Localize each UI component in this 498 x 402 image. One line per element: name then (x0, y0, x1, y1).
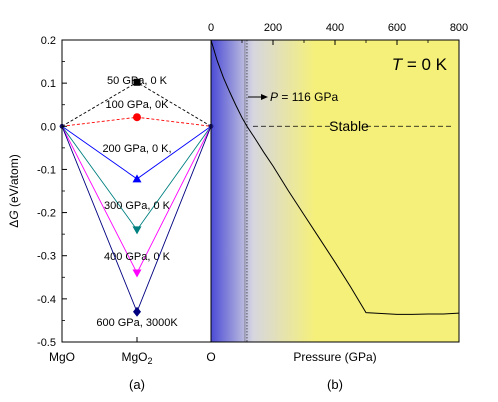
y-tick-label: -0.4 (37, 294, 56, 306)
panel-b-background (211, 40, 459, 342)
panel-b-axes: 0 200 400 600 800 (208, 22, 468, 343)
panel-a-plot: 50 GPa, 0 K 100 GPa, 0K 200 GPa, 0 K, 300 G… (59, 75, 214, 329)
panel-b-title-rest: = 0 K (402, 55, 448, 74)
annotation-arrow-head (261, 94, 268, 100)
x-category-mgo2: MgO2 (121, 350, 152, 366)
y-tick-label: 0.0 (41, 121, 56, 133)
enthalpy-curve (210, 39, 460, 315)
x-tick-label: 0 (208, 22, 214, 34)
x-tick-label: 600 (388, 22, 406, 34)
stable-label: Stable (329, 118, 369, 134)
y-axis-label-suffix: (eV/atom) (7, 154, 21, 210)
transition-pressure-var: P (270, 90, 278, 104)
data-point-diamond (133, 306, 141, 317)
y-axis-label-var: G (7, 210, 21, 219)
x-tick-label: 200 (264, 22, 282, 34)
x-category-o: O (206, 350, 215, 364)
x-axis-label-pressure: Pressure (GPa) (293, 350, 376, 364)
series-label: 600 GPa, 3000K (96, 317, 178, 329)
y-axis-label-prefix: Δ (7, 220, 21, 228)
series-label: 100 GPa, 0K (106, 99, 170, 111)
x-category-mgo: MgO (49, 350, 75, 364)
series-label: 400 GPa, 0 K (104, 251, 171, 263)
panel-b-title-var: T (392, 55, 404, 74)
data-point-circle (133, 113, 141, 122)
series-label: 300 GPa, 0 K (104, 200, 171, 212)
data-point-triangle-down (132, 269, 142, 278)
x-category-mgo2-sub: 2 (148, 356, 153, 366)
data-point-triangle-up (132, 174, 142, 183)
data-point-triangle-down (132, 226, 142, 235)
transition-pressure-rest: = 116 GPa (278, 90, 338, 104)
x-category-mgo2-base: MgO (121, 350, 147, 364)
x-tick-label: 400 (326, 22, 344, 34)
y-tick-label: -0.1 (37, 164, 56, 176)
transition-pressure-label: P = 116 GPa (270, 90, 338, 104)
series-label: 50 GPa, 0 K (107, 75, 168, 87)
panel-a-axes: 0.2 0.1 0.0 -0.1 -0.2 -0.3 -0.4 -0.5 (37, 35, 212, 349)
y-tick-label: -0.5 (37, 337, 56, 349)
y-tick-label: 0.2 (41, 35, 56, 47)
panel-label-b: (b) (327, 377, 343, 392)
panel-b-title: T = 0 K (392, 55, 448, 74)
data-point-square (133, 78, 141, 86)
y-tick-label: 0.1 (41, 78, 56, 90)
y-axis-label: ΔG (eV/atom) (7, 154, 21, 227)
y-tick-label: -0.2 (37, 208, 56, 220)
panel-b-plot (210, 39, 460, 342)
panel-label-a: (a) (129, 377, 145, 392)
x-tick-label: 800 (450, 22, 468, 34)
series-label: 200 GPa, 0 K, (102, 143, 171, 155)
y-tick-label: -0.3 (37, 251, 56, 263)
